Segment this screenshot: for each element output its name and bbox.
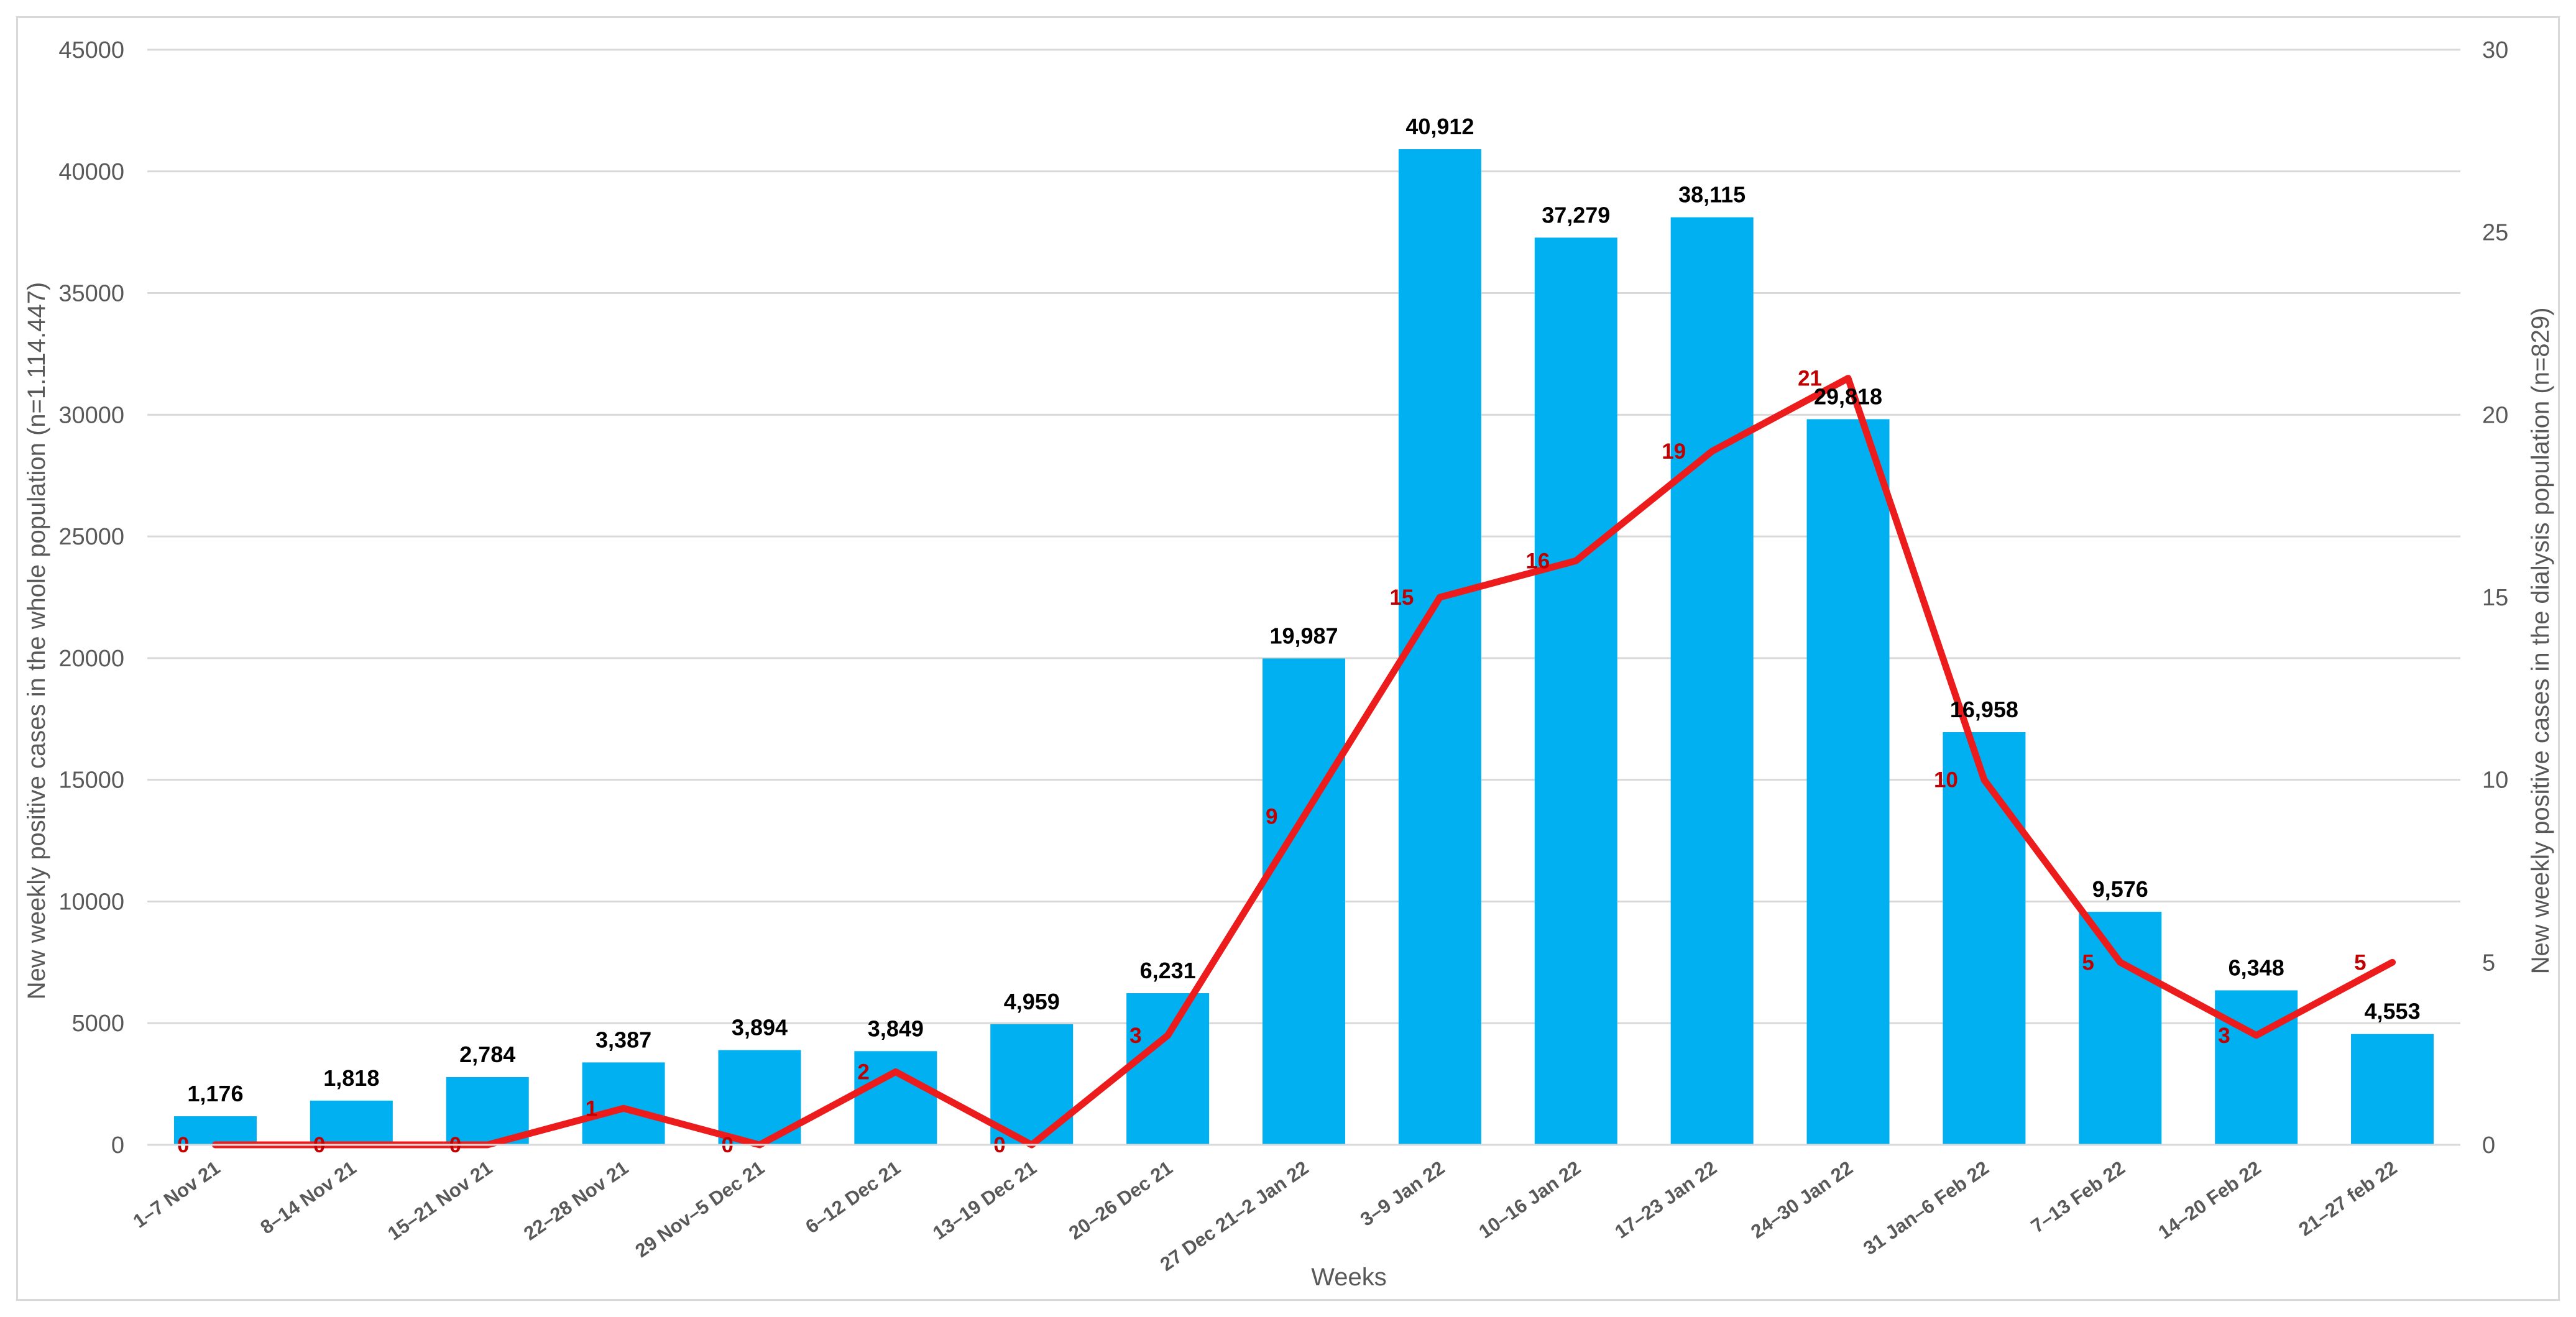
bar-value-label: 3,894 (732, 1015, 788, 1040)
x-tick-label: 14–20 Feb 22 (2154, 1157, 2265, 1243)
y-axis-right-title: New weekly positive cases in the dialysi… (2527, 308, 2554, 975)
bar-value-label: 40,912 (1405, 114, 1474, 139)
x-tick-label: 29 Nov–5 Dec 21 (631, 1157, 768, 1262)
y-tick-left: 0 (111, 1132, 124, 1159)
line-value-label: 5 (2082, 950, 2094, 975)
line-value-label: 9 (1266, 804, 1277, 828)
x-tick-label: 21–27 feb 22 (2294, 1157, 2401, 1240)
bar-value-label: 16,958 (1950, 697, 2018, 722)
bar-value-label: 3,849 (868, 1016, 924, 1041)
bar-value-label: 38,115 (1678, 182, 1746, 208)
x-tick-label: 20–26 Dec 21 (1065, 1157, 1177, 1244)
bar (310, 1100, 393, 1145)
x-tick-label: 6–12 Dec 21 (801, 1157, 904, 1238)
y-tick-right: 25 (2482, 220, 2508, 246)
bar (2351, 1034, 2434, 1145)
bar-value-label: 1,176 (187, 1081, 243, 1106)
y-tick-right: 20 (2482, 402, 2508, 428)
bar (854, 1051, 937, 1145)
bar (1670, 217, 1754, 1145)
bar (446, 1076, 529, 1145)
x-tick-label: 17–23 Jan 22 (1611, 1157, 1721, 1242)
bar-value-label: 2,784 (459, 1042, 515, 1067)
x-axis-title: Weeks (1311, 1264, 1387, 1291)
y-axis-left-title: New weekly positive cases in the whole p… (23, 282, 50, 999)
bar-value-label: 9,576 (2092, 876, 2148, 902)
line-series (211, 375, 2396, 1149)
bar (1263, 658, 1345, 1145)
bar-series (173, 149, 2434, 1145)
line-value-label: 21 (1798, 367, 1822, 391)
bar (1943, 732, 2026, 1145)
bar (1126, 993, 1210, 1145)
bar-value-label: 1,818 (323, 1065, 379, 1091)
bar-value-label: 37,279 (1542, 202, 1610, 227)
bar (1806, 419, 1890, 1145)
x-tick-label: 15–21 Nov 21 (384, 1157, 496, 1244)
y-tick-left: 20000 (58, 646, 124, 672)
bar (2079, 912, 2162, 1145)
bar-value-label: 4,959 (1004, 989, 1060, 1014)
bar-value-label: 19,987 (1269, 623, 1338, 648)
line-value-label: 5 (2354, 950, 2366, 975)
line-value-label: 19 (1662, 439, 1686, 464)
line-value-label: 16 (1525, 549, 1550, 573)
x-tick-label: 1–7 Nov 21 (129, 1157, 224, 1232)
x-tick-label: 31 Jan–6 Feb 22 (1859, 1157, 1993, 1259)
y-tick-right: 5 (2482, 950, 2495, 976)
y-tick-left: 25000 (58, 524, 124, 550)
bar-value-label: 6,231 (1140, 958, 1196, 983)
x-tick-label: 13–19 Dec 21 (929, 1157, 1041, 1244)
line-value-label: 1 (586, 1096, 597, 1121)
y-tick-right: 15 (2482, 585, 2508, 611)
bar (173, 1116, 257, 1145)
y-tick-left: 30000 (58, 402, 124, 428)
y-tick-left: 45000 (58, 37, 124, 63)
x-tick-label: 3–9 Jan 22 (1356, 1157, 1449, 1231)
y-tick-right: 30 (2482, 37, 2508, 63)
line-value-label: 3 (2218, 1024, 2230, 1048)
y-tick-left: 10000 (58, 889, 124, 915)
line-value-label: 10 (1934, 768, 1958, 792)
line-value-label: 15 (1389, 585, 1414, 610)
x-tick-label: 27 Dec 21–2 Jan 22 (1156, 1157, 1313, 1275)
line-path (211, 375, 2396, 1149)
bar (582, 1062, 665, 1145)
bar-value-label: 3,387 (596, 1027, 651, 1052)
x-tick-label: 24–30 Jan 22 (1747, 1157, 1857, 1242)
bar-value-label: 29,818 (1814, 383, 1882, 409)
x-tick-label: 22–28 Nov 21 (520, 1157, 632, 1244)
y-tick-left: 40000 (58, 159, 124, 185)
x-tick-label: 8–14 Nov 21 (256, 1157, 360, 1238)
line-value-label: 3 (1129, 1024, 1141, 1048)
y-tick-left: 35000 (58, 281, 124, 307)
x-tick-label: 10–16 Jan 22 (1474, 1157, 1585, 1242)
bar-value-label: 6,348 (2229, 955, 2284, 980)
y-tick-right: 10 (2482, 768, 2508, 794)
line-value-label: 2 (857, 1060, 869, 1085)
y-tick-right: 0 (2482, 1132, 2495, 1159)
bar-value-label: 4,553 (2365, 999, 2421, 1024)
bar (1534, 237, 1617, 1145)
y-tick-left: 5000 (71, 1011, 124, 1037)
y-tick-left: 15000 (58, 768, 124, 794)
x-tick-label: 7–13 Feb 22 (2027, 1157, 2129, 1237)
bar (2215, 990, 2298, 1145)
